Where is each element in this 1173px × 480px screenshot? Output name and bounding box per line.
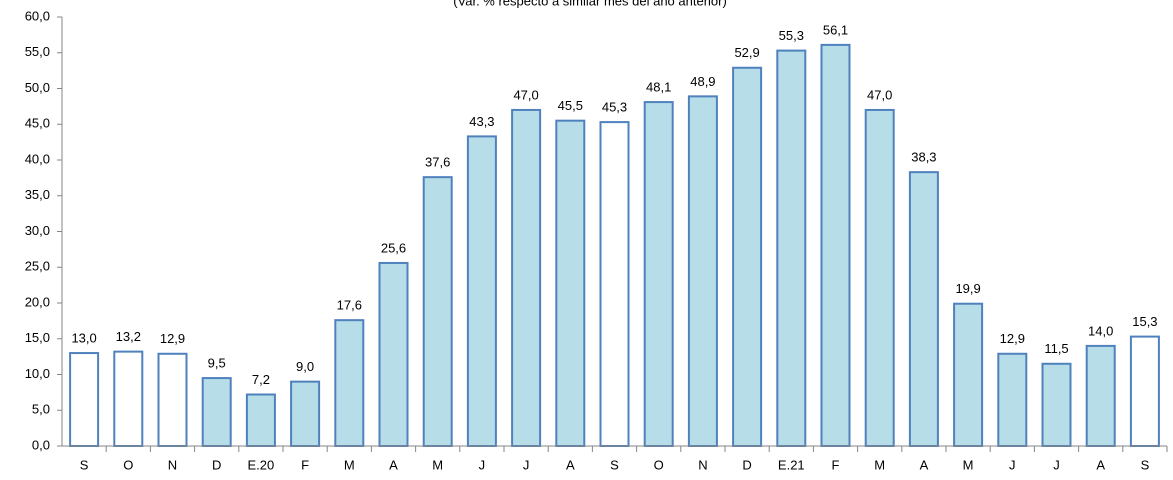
x-tick-label: M bbox=[874, 457, 885, 472]
bar bbox=[290, 380, 321, 447]
y-tick-label: 50,0 bbox=[25, 80, 50, 95]
bar bbox=[953, 302, 984, 447]
bar bbox=[69, 352, 100, 447]
value-label: 12,9 bbox=[160, 331, 185, 346]
bar bbox=[466, 135, 497, 447]
value-label: 7,2 bbox=[252, 372, 270, 387]
x-tick-label: O bbox=[654, 457, 664, 472]
x-tick-label: E.20 bbox=[248, 457, 275, 472]
value-label: 47,0 bbox=[513, 87, 538, 102]
value-label: 15,3 bbox=[1132, 314, 1157, 329]
value-label: 48,1 bbox=[646, 80, 671, 95]
x-tick-label: S bbox=[1141, 457, 1150, 472]
x-tick-label: J bbox=[1053, 457, 1060, 472]
bar bbox=[157, 352, 188, 448]
x-tick-label: D bbox=[742, 457, 751, 472]
x-tick-label: S bbox=[610, 457, 619, 472]
value-label: 43,3 bbox=[469, 114, 494, 129]
bar bbox=[245, 393, 276, 447]
value-label: 52,9 bbox=[734, 45, 759, 60]
value-label: 19,9 bbox=[955, 281, 980, 296]
value-label: 37,6 bbox=[425, 155, 450, 170]
bar bbox=[1129, 335, 1160, 448]
x-tick-label: J bbox=[479, 457, 486, 472]
x-tick-label: M bbox=[432, 457, 443, 472]
value-label: 13,2 bbox=[116, 329, 141, 344]
bar bbox=[864, 108, 895, 447]
value-label: 47,0 bbox=[867, 87, 892, 102]
value-label: 12,9 bbox=[1000, 331, 1025, 346]
y-tick-label: 30,0 bbox=[25, 223, 50, 238]
x-tick-label: J bbox=[1009, 457, 1016, 472]
bar bbox=[201, 377, 232, 448]
x-tick-label: A bbox=[920, 457, 929, 472]
y-tick-label: 15,0 bbox=[25, 330, 50, 345]
x-tick-label: N bbox=[698, 457, 707, 472]
value-label: 48,9 bbox=[690, 74, 715, 89]
x-tick-label: E.21 bbox=[778, 457, 805, 472]
x-tick-label: F bbox=[832, 457, 840, 472]
value-label: 17,6 bbox=[337, 298, 362, 313]
y-tick-label: 35,0 bbox=[25, 187, 50, 202]
bar bbox=[1085, 344, 1116, 447]
value-label: 38,3 bbox=[911, 150, 936, 165]
bar bbox=[511, 108, 542, 447]
x-tick-label: A bbox=[1096, 457, 1105, 472]
value-label: 25,6 bbox=[381, 240, 406, 255]
x-tick-label: D bbox=[212, 457, 221, 472]
bar bbox=[732, 66, 763, 447]
y-tick-label: 45,0 bbox=[25, 116, 50, 131]
value-label: 11,5 bbox=[1044, 341, 1068, 356]
bar bbox=[378, 261, 409, 447]
x-tick-label: N bbox=[168, 457, 177, 472]
x-tick-label: J bbox=[523, 457, 530, 472]
y-tick-label: 55,0 bbox=[25, 44, 50, 59]
bar bbox=[422, 176, 453, 447]
bar bbox=[334, 319, 365, 447]
x-tick-label: O bbox=[123, 457, 133, 472]
y-tick-label: 25,0 bbox=[25, 259, 50, 274]
x-tick-label: S bbox=[80, 457, 89, 472]
bar bbox=[908, 171, 939, 447]
x-tick-label: M bbox=[344, 457, 355, 472]
value-label: 9,0 bbox=[296, 359, 314, 374]
y-tick-label: 10,0 bbox=[25, 366, 50, 381]
y-tick-label: 5,0 bbox=[32, 402, 50, 417]
chart-subtitle: (Var. % respecto a similar mes del año a… bbox=[453, 0, 727, 8]
y-tick-label: 20,0 bbox=[25, 294, 50, 309]
y-tick-label: 60,0 bbox=[25, 8, 50, 23]
bar bbox=[997, 352, 1028, 448]
bar bbox=[820, 43, 851, 447]
value-label: 56,1 bbox=[823, 22, 848, 37]
bar bbox=[1041, 362, 1072, 447]
y-tick-label: 0,0 bbox=[32, 437, 50, 452]
bar bbox=[599, 121, 630, 447]
value-label: 55,3 bbox=[779, 28, 804, 43]
x-tick-label: M bbox=[963, 457, 974, 472]
value-label: 14,0 bbox=[1088, 323, 1113, 338]
value-label: 13,0 bbox=[71, 330, 96, 345]
value-label: 9,5 bbox=[208, 356, 226, 371]
bar bbox=[555, 119, 586, 448]
x-tick-label: F bbox=[301, 457, 309, 472]
x-tick-label: A bbox=[389, 457, 398, 472]
value-label: 45,3 bbox=[602, 100, 627, 115]
bar bbox=[776, 49, 807, 447]
bar bbox=[687, 95, 718, 448]
value-label: 45,5 bbox=[558, 98, 583, 113]
y-tick-label: 40,0 bbox=[25, 151, 50, 166]
bar bbox=[643, 101, 674, 448]
x-tick-label: A bbox=[566, 457, 575, 472]
bar bbox=[113, 350, 144, 447]
